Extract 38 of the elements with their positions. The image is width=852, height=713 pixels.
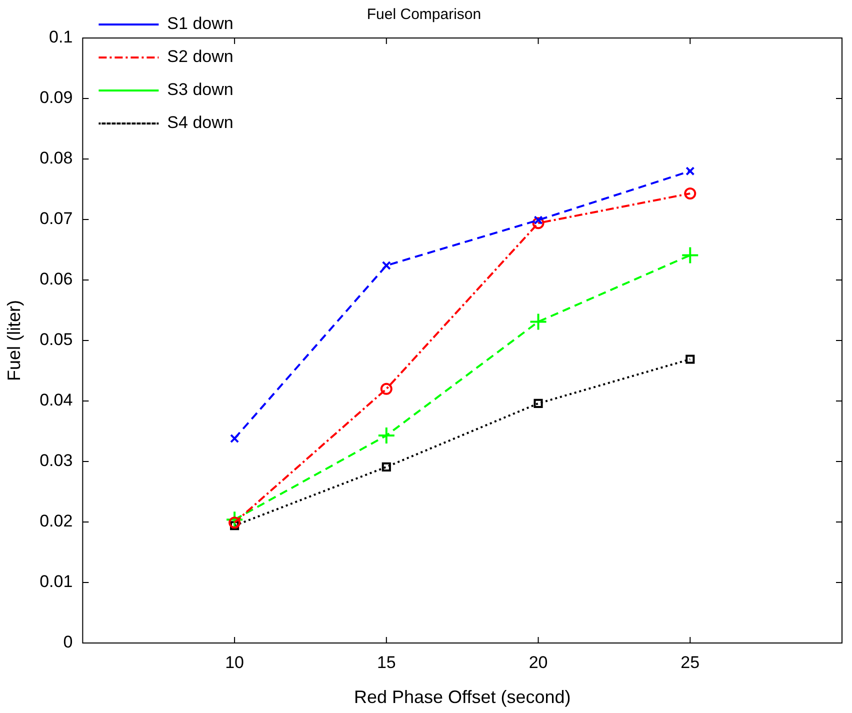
x-tick-label: 25: [680, 652, 700, 672]
point: [532, 217, 544, 230]
point: [684, 187, 696, 200]
y-tick-label: 0.06: [40, 270, 73, 289]
point: [377, 426, 396, 444]
y-tick-label: 0.02: [40, 512, 73, 531]
y-tick-label: 0.05: [40, 330, 73, 350]
legend-label: S3 down: [167, 80, 234, 100]
point: [686, 166, 695, 176]
chart-title: Fuel Comparison: [366, 6, 482, 24]
y-tick-label: 0: [63, 632, 73, 652]
point: [686, 354, 695, 364]
legend-label: S4 down: [167, 113, 234, 132]
y-tick-label: 0.03: [40, 451, 73, 470]
point: [230, 434, 240, 444]
y-axis-title: Fuel (liter): [4, 300, 24, 382]
point: [380, 382, 392, 395]
y-tick-label: 0.07: [40, 209, 73, 228]
point: [382, 260, 391, 270]
point: [382, 462, 391, 472]
legend-label: S2 down: [167, 47, 234, 66]
x-axis-title: Red Phase Offset (second): [354, 687, 571, 708]
point: [534, 216, 543, 225]
point: [230, 521, 240, 530]
point: [226, 510, 244, 529]
y-tick-label: 0.01: [40, 572, 73, 592]
legend-label: S1 down: [167, 14, 234, 34]
x-tick-label: 15: [376, 652, 396, 672]
y-tick-label: 0.04: [40, 390, 73, 410]
point: [228, 516, 241, 529]
point: [534, 398, 543, 408]
point: [681, 246, 700, 264]
point: [529, 312, 548, 331]
x-tick-label: 20: [528, 652, 548, 672]
y-tick-label: 0.09: [40, 88, 73, 108]
x-tick-label: 10: [225, 652, 244, 672]
y-tick-label: 0.1: [49, 28, 73, 47]
y-tick-label: 0.08: [40, 148, 73, 168]
